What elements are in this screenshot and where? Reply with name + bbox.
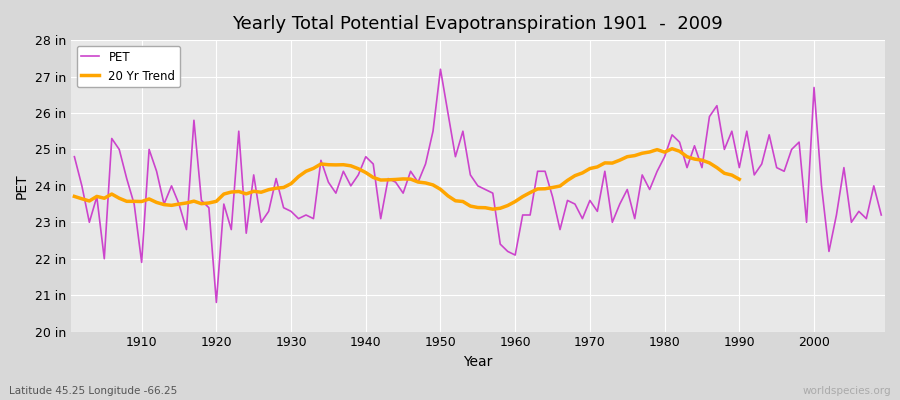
20 Yr Trend — [540, 186, 551, 191]
PET — [435, 67, 446, 72]
20 Yr Trend — [644, 150, 655, 154]
20 Yr Trend — [158, 202, 169, 207]
20 Yr Trend — [734, 177, 744, 182]
PET — [525, 212, 535, 217]
Legend: PET, 20 Yr Trend: PET, 20 Yr Trend — [76, 46, 180, 87]
20 Yr Trend — [667, 146, 678, 151]
20 Yr Trend — [719, 171, 730, 176]
Title: Yearly Total Potential Evapotranspiration 1901  -  2009: Yearly Total Potential Evapotranspiratio… — [232, 15, 724, 33]
PET — [876, 212, 886, 217]
Line: 20 Yr Trend: 20 Yr Trend — [75, 149, 739, 209]
PET — [346, 184, 356, 188]
PET — [615, 202, 626, 206]
X-axis label: Year: Year — [464, 355, 492, 369]
PET — [129, 202, 140, 206]
Text: worldspecies.org: worldspecies.org — [803, 386, 891, 396]
Line: PET: PET — [75, 69, 881, 302]
PET — [518, 212, 528, 217]
PET — [211, 300, 221, 305]
PET — [301, 212, 311, 217]
20 Yr Trend — [629, 153, 640, 158]
20 Yr Trend — [69, 194, 80, 199]
PET — [69, 154, 80, 159]
20 Yr Trend — [488, 207, 499, 212]
Text: Latitude 45.25 Longitude -66.25: Latitude 45.25 Longitude -66.25 — [9, 386, 177, 396]
20 Yr Trend — [271, 186, 282, 191]
Y-axis label: PET: PET — [15, 173, 29, 199]
